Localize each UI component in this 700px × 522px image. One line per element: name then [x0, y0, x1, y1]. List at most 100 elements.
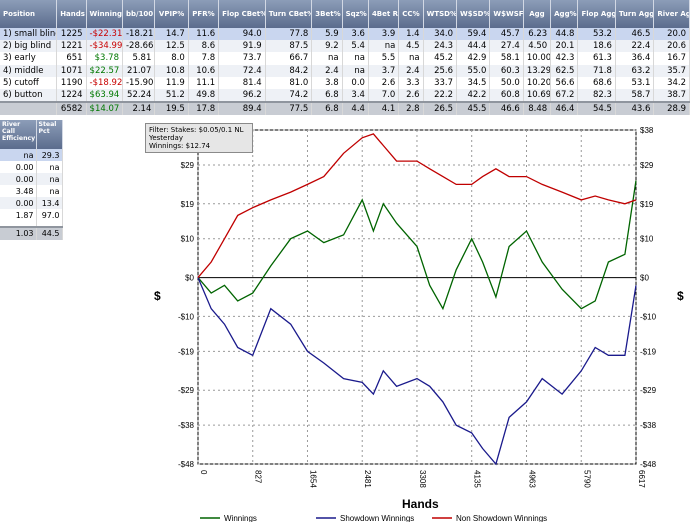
- stats-row[interactable]: 1) small blind 1225 -$22.31 -18.21 14.7 11.6 9…: [0, 28, 690, 41]
- stats-header-4bet-range[interactable]: 4Bet Range: [368, 0, 400, 28]
- stats-cell: $3.78: [86, 52, 123, 65]
- y-tick-label-right: -$38: [640, 421, 657, 430]
- side-row[interactable]: 0.00 13.4: [0, 197, 63, 210]
- stats-cell: 68.6: [577, 76, 616, 89]
- stats-header-position[interactable]: Position: [0, 0, 58, 28]
- y-axis-label-left: $: [154, 289, 161, 303]
- stats-header-sqz-[interactable]: Sqz%: [342, 0, 369, 28]
- stats-cell: 10.8: [154, 64, 189, 77]
- stats-cell: 12.5: [154, 40, 189, 53]
- y-tick-label-right: $29: [640, 161, 654, 170]
- stats-cell: 8.6: [188, 40, 220, 53]
- stats-header-w-sd-[interactable]: W$SD%: [456, 0, 491, 28]
- stats-cell: 91.9: [218, 40, 266, 53]
- stats-total-cell: 26.5: [423, 101, 458, 116]
- stats-cell: 1.4: [398, 28, 424, 41]
- stats-cell: 44.4: [456, 40, 491, 53]
- stats-cell: 50.0: [489, 76, 524, 89]
- side-row[interactable]: 0.00 na: [0, 173, 63, 186]
- stats-row[interactable]: 2) big blind 1221 -$34.99 -28.66 12.5 8.6 91.9…: [0, 40, 690, 53]
- stats-header-vpip-[interactable]: VPIP%: [154, 0, 189, 28]
- stats-cell: 59.4: [456, 28, 491, 41]
- stats-cell: 82.3: [577, 88, 616, 103]
- stats-cell: 74.2: [265, 88, 313, 103]
- y-tick-label-right: -$10: [640, 312, 657, 321]
- stats-header-winnings[interactable]: Winnings: [86, 0, 123, 28]
- stats-total-cell: $14.07: [86, 101, 123, 116]
- stats-row[interactable]: 3) early 651 $3.78 5.81 8.0 7.8 73.7 66.7 na na 5.…: [0, 52, 690, 65]
- stats-header-river-agg-[interactable]: River Agg%: [653, 0, 690, 28]
- stats-total-cell: 54.5: [577, 101, 616, 116]
- stats-header-pfr-[interactable]: PFR%: [188, 0, 220, 28]
- filter-date-text: Yesterday: [149, 134, 183, 142]
- x-axis-label: Hands: [402, 497, 439, 511]
- x-tick-label: 4135: [473, 470, 482, 488]
- stats-header-3bet-[interactable]: 3Bet%: [311, 0, 343, 28]
- x-tick-label: 4963: [528, 470, 537, 488]
- side-row[interactable]: na 29.3: [0, 149, 63, 162]
- stats-cell: 4.50: [523, 40, 552, 53]
- y-tick-label-left: $10: [181, 235, 195, 244]
- stats-cell: 58.1: [489, 52, 524, 65]
- stats-cell: $63.94: [86, 88, 123, 103]
- stats-cell: 3) early: [0, 52, 58, 65]
- stats-cell: 10.69: [523, 88, 552, 103]
- stats-cell: 18.6: [577, 40, 616, 53]
- stats-header-w-wsf[interactable]: W$WSF: [489, 0, 524, 28]
- stats-cell: 20.1: [550, 40, 579, 53]
- stats-row[interactable]: 4) middle 1071 $22.57 21.07 10.8 10.6 72.4 84.2…: [0, 64, 690, 77]
- stats-header-hands[interactable]: Hands: [56, 0, 87, 28]
- stats-total-cell: 45.5: [456, 101, 491, 116]
- x-tick-label: 827: [254, 470, 263, 484]
- side-stats-table: River Call Efficiency Steal Pct na 29.3 0.0…: [0, 120, 63, 240]
- stats-header-flop-cbet-[interactable]: Flop CBet%: [218, 0, 266, 28]
- side-cell: 0.00: [0, 173, 37, 186]
- stats-cell: 5.9: [311, 28, 343, 41]
- side-row[interactable]: 3.48 na: [0, 185, 63, 198]
- stats-header-wtsd-[interactable]: WTSD%: [423, 0, 458, 28]
- stats-cell: 3.9: [368, 28, 400, 41]
- stats-cell: 5.4: [342, 40, 369, 53]
- stats-header-turn-agg-[interactable]: Turn Agg%: [615, 0, 655, 28]
- x-tick-label: 6617: [637, 470, 646, 488]
- side-cell: na: [36, 161, 63, 174]
- stats-row[interactable]: 6) button 1224 $63.94 52.24 51.2 49.8 96.2 74.2…: [0, 88, 690, 103]
- x-tick-label: 0: [199, 470, 208, 475]
- side-total-cell: 1.03: [0, 225, 37, 240]
- stats-cell: 11.1: [188, 76, 220, 89]
- side-header-steal-pct[interactable]: Steal Pct: [36, 120, 63, 149]
- stats-cell: 13.29: [523, 64, 552, 77]
- stats-cell: na: [342, 64, 369, 77]
- stats-cell: 1190: [56, 76, 87, 89]
- side-row[interactable]: 0.00 na: [0, 161, 63, 174]
- stats-cell: -$22.31: [86, 28, 123, 41]
- side-cell: 97.0: [36, 209, 63, 222]
- chart-legend: Winnings Showdown Winnings Non Showdown Wi…: [200, 514, 547, 522]
- stats-cell: 1224: [56, 88, 87, 103]
- stats-cell: 14.7: [154, 28, 189, 41]
- stats-cell: 21.07: [122, 64, 156, 77]
- side-row[interactable]: 1.87 97.0: [0, 209, 63, 222]
- y-tick-label-left: -$29: [178, 386, 195, 395]
- stats-cell: 1) small blind: [0, 28, 58, 41]
- stats-cell: 4.5: [398, 40, 424, 53]
- y-tick-label-right: -$29: [640, 386, 657, 395]
- stats-total-cell: 28.9: [653, 101, 690, 116]
- stats-header-flop-agg-[interactable]: Flop Agg%: [577, 0, 616, 28]
- stats-header-cc-[interactable]: CC%: [398, 0, 424, 28]
- side-cell: 0.00: [0, 161, 37, 174]
- stats-header-turn-cbet-[interactable]: Turn CBet%: [265, 0, 313, 28]
- filter-winnings-text: Winnings: $12.74: [149, 142, 211, 150]
- stats-cell: 49.8: [188, 88, 220, 103]
- stats-total-cell: 43.6: [615, 101, 655, 116]
- stats-cell: -28.66: [122, 40, 156, 53]
- stats-cell: 72.4: [218, 64, 266, 77]
- side-header-river-call-efficiency[interactable]: River Call Efficiency: [0, 120, 37, 149]
- stats-total-cell: 6582: [56, 101, 87, 116]
- stats-cell: 60.8: [489, 88, 524, 103]
- stats-cell: -15.90: [122, 76, 156, 89]
- stats-header-agg-[interactable]: Agg%: [550, 0, 579, 28]
- stats-row[interactable]: 5) cutoff 1190 -$18.92 -15.90 11.9 11.1 81.4 81…: [0, 76, 690, 89]
- stats-header-agg[interactable]: Agg: [523, 0, 552, 28]
- stats-header-bb-100[interactable]: bb/100: [122, 0, 156, 28]
